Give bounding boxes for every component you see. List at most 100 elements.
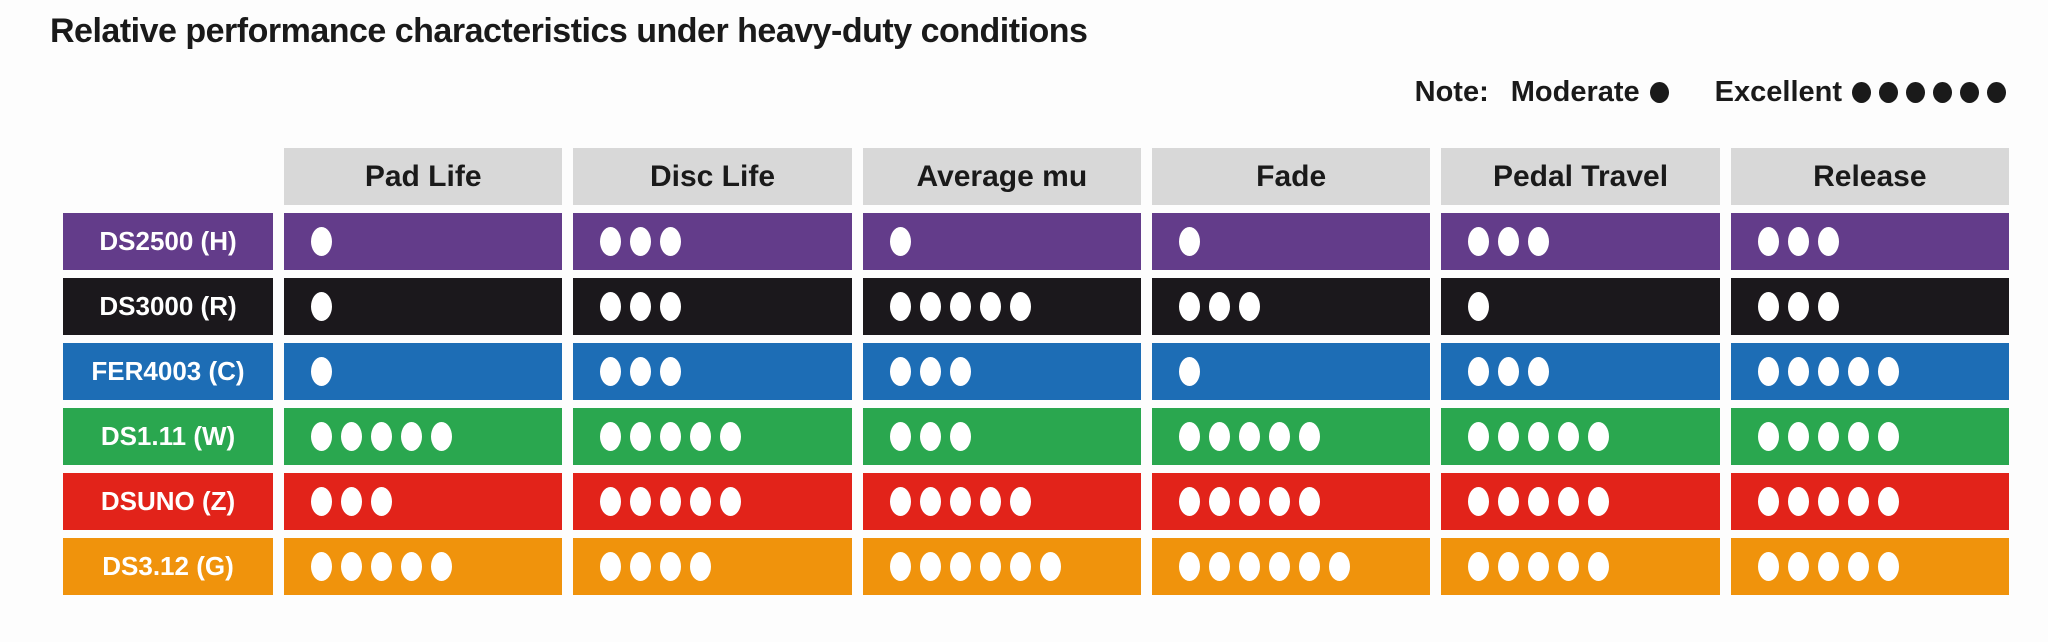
rating-dot [1787,292,1809,321]
rating-dot [431,552,452,581]
rating-dot [1757,422,1779,451]
rating-dot [371,552,392,581]
rating-cell [284,343,563,400]
rating-dot [1558,487,1580,516]
column-header: Disc Life [573,148,852,205]
rating-dot [600,292,622,321]
rating-dot [919,357,941,386]
rating-cell [1152,408,1431,465]
rating-dot [1817,552,1839,581]
rating-dot [1847,552,1869,581]
rating-cell [1730,213,2009,270]
rating-cell [1152,473,1431,530]
rating-dot [311,552,332,581]
rating-dot [1528,487,1550,516]
rating-dot [1757,292,1779,321]
rating-dot [919,422,941,451]
rating-dot [1649,82,1669,103]
rating-cell [1441,473,1720,530]
rating-dot [1787,552,1809,581]
rating-dot [341,487,362,516]
rating-dot [600,552,622,581]
rating-dot [1558,552,1580,581]
rating-dot [311,292,332,321]
rating-dot [1847,357,1869,386]
rating-cell [1152,278,1431,335]
rating-dot [630,227,652,256]
rating-dot [1009,552,1031,581]
rating-dot [1179,487,1200,516]
rating-dot [1757,552,1779,581]
rating-dot [311,357,332,386]
rating-dot [1009,487,1031,516]
rating-dot [1269,422,1290,451]
rating-dot [1987,82,2006,103]
row-label: FER4003 (C) [63,343,273,400]
rating-dot [889,357,911,386]
rating-dot [600,487,622,516]
row-label: DS3000 (R) [63,278,273,335]
rating-cell [573,343,852,400]
rating-dot [889,552,911,581]
row-label: DSUNO (Z) [63,473,273,530]
rating-dot [1179,227,1200,256]
rating-dot [1468,357,1490,386]
rating-dot [1468,422,1490,451]
rating-dot [1787,357,1809,386]
column-header: Pedal Travel [1441,148,1720,205]
rating-dot [600,227,622,256]
rating-dot [1588,552,1610,581]
rating-dot [660,487,682,516]
rating-cell [862,213,1141,270]
rating-dot [1588,487,1610,516]
rating-dot [1847,487,1869,516]
rating-dot [1179,552,1200,581]
rating-dot [1209,552,1230,581]
rating-dot [1239,487,1260,516]
column-header: Fade [1152,148,1431,205]
rating-dot [341,552,362,581]
rating-cell [862,278,1141,335]
legend-moderate-label: Moderate [1510,76,1640,108]
rating-dot [311,227,332,256]
rating-cell [1152,538,1431,595]
rating-cell [1441,213,1720,270]
rating-dot [1558,422,1580,451]
row-label: DS3.12 (G) [63,538,273,595]
rating-dot [889,227,911,256]
rating-cell [1441,408,1720,465]
rating-dot [1299,552,1320,581]
rating-dot [401,552,422,581]
rating-dot [979,487,1001,516]
rating-cell [573,408,852,465]
rating-dot [1468,487,1490,516]
rating-dot [919,292,941,321]
rating-dot [1817,422,1839,451]
rating-dot [919,487,941,516]
rating-dot [1498,227,1520,256]
rating-cell [1730,538,2009,595]
rating-dot [1757,357,1779,386]
rating-dot [660,357,682,386]
rating-dot [1787,487,1809,516]
rating-cell [284,408,563,465]
rating-dot [1209,422,1230,451]
rating-dot [1498,487,1520,516]
rating-dot [1209,487,1230,516]
rating-dot [1498,552,1520,581]
rating-cell [1152,343,1431,400]
rating-dot [1009,292,1031,321]
rating-dot [630,357,652,386]
rating-dot [1787,422,1809,451]
rating-dot [1852,82,1871,103]
rating-dot [949,487,971,516]
legend-excellent-label: Excellent [1714,76,1842,108]
rating-dot [1960,82,1979,103]
rating-cell [862,473,1141,530]
rating-dot [371,422,392,451]
row-label: DS2500 (H) [63,213,273,270]
rating-dot [630,292,652,321]
rating-cell [573,213,852,270]
rating-dot [660,552,682,581]
column-header: Average mu [862,148,1141,205]
